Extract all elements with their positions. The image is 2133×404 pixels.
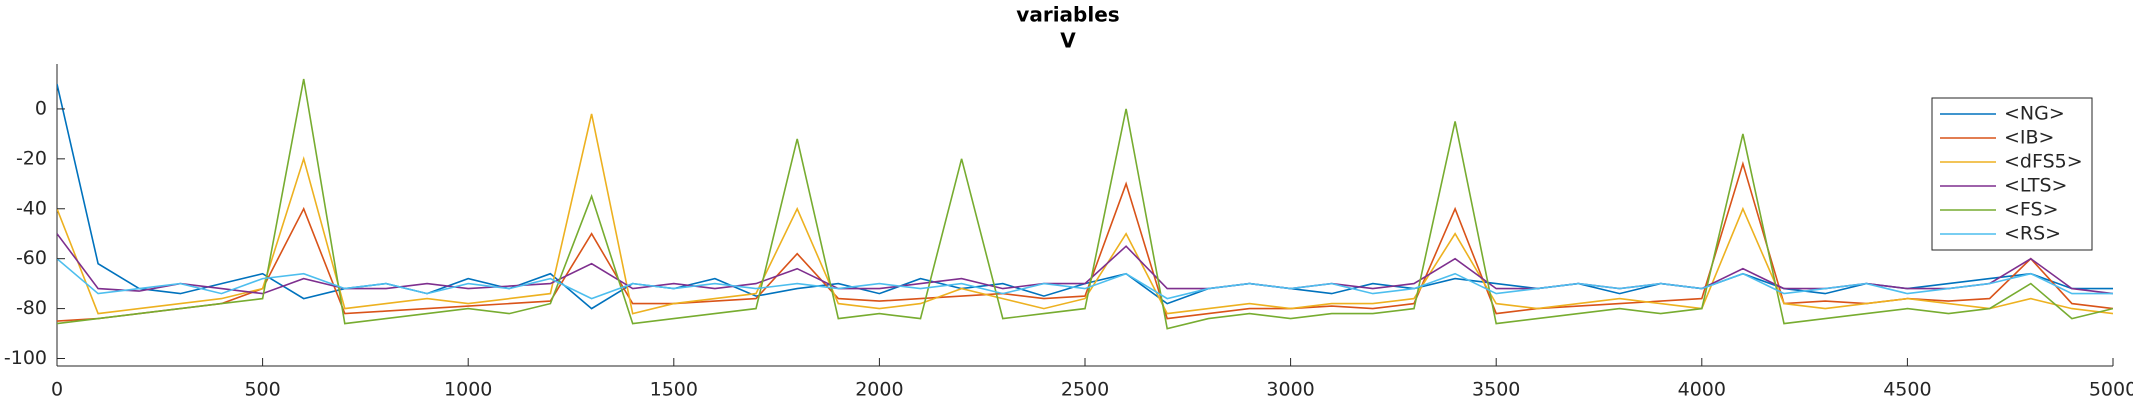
y-tick-label: -20	[16, 147, 47, 169]
legend-label: <IB>	[2004, 127, 2054, 149]
legend-box	[1931, 97, 2093, 251]
x-tick-label: 5000	[2089, 379, 2133, 401]
series-line	[57, 233, 2113, 295]
series-line	[57, 258, 2113, 300]
x-tick-label: 3500	[1472, 379, 1520, 401]
plot-area	[57, 78, 2113, 330]
legend-label: <dFS5>	[2004, 151, 2083, 173]
legend-label: <LTS>	[2004, 175, 2067, 197]
x-tick-label: 2000	[855, 379, 903, 401]
y-tick-label: -40	[16, 197, 47, 219]
x-tick-label: 4500	[1883, 379, 1931, 401]
x-tick-label: 3000	[1266, 379, 1314, 401]
series-line	[57, 78, 2113, 330]
series-line	[57, 83, 2113, 310]
x-tick-label: 2500	[1061, 379, 1109, 401]
legend-label: <FS>	[2004, 199, 2059, 221]
chart-subtitle: V	[1060, 29, 1076, 53]
x-tick-label: 500	[244, 379, 280, 401]
x-tick-label: 0	[51, 379, 63, 401]
x-tick-label: 4000	[1678, 379, 1726, 401]
y-tick-label: -80	[16, 297, 47, 319]
chart-title: variables	[1016, 3, 1119, 27]
y-tick-label: 0	[35, 97, 47, 119]
x-tick-label: 1500	[650, 379, 698, 401]
legend-label: <NG>	[2004, 103, 2065, 125]
legend-label: <RS>	[2004, 223, 2061, 245]
x-tick-label: 1000	[444, 379, 492, 401]
y-tick-label: -100	[4, 347, 47, 369]
y-tick-label: -60	[16, 247, 47, 269]
series-line	[57, 113, 2113, 315]
